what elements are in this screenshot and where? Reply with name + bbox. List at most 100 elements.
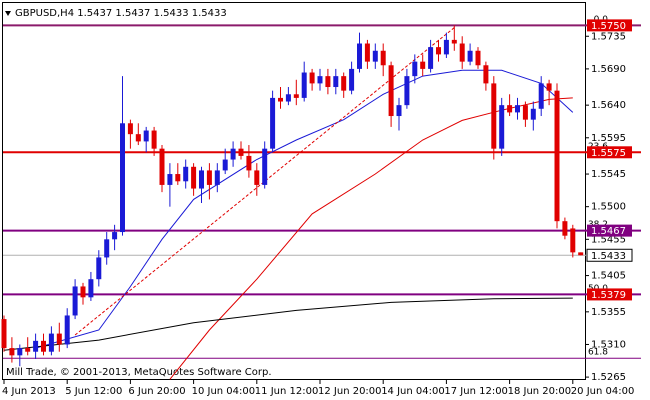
menu-triangle[interactable] (5, 11, 11, 16)
fib-level-label: 61.8 (588, 348, 608, 358)
candle-body (254, 170, 260, 185)
candle-body (270, 97, 276, 149)
candle-body (538, 83, 544, 109)
x-tick-label: 17 Jun 12:00 (444, 386, 508, 397)
candle-body (451, 39, 457, 44)
candle-body (467, 50, 473, 62)
candle-body (578, 252, 584, 256)
y-tick-label: 1.5640 (591, 100, 626, 111)
candle-body (372, 50, 378, 62)
price-box (587, 146, 632, 159)
x-tick-label: 18 Jun 20:00 (508, 386, 572, 397)
candle-body (222, 159, 228, 171)
candle-body (388, 65, 394, 117)
candle-body (333, 76, 339, 88)
x-tick-label: 4 Jun 2013 (2, 386, 56, 397)
price-box-label: 1.5750 (591, 21, 626, 32)
candle-body (404, 76, 410, 106)
candle-body (41, 340, 46, 352)
x-tick-label: 5 Jun 12:00 (65, 386, 122, 397)
current-price-box (586, 248, 633, 262)
candle-body (262, 148, 268, 185)
candle-body (530, 108, 536, 120)
candle-body (9, 348, 15, 356)
candle-body (191, 166, 197, 189)
price-box-label: 1.5467 (591, 226, 626, 237)
candle-body (459, 43, 465, 62)
candle-body (48, 333, 54, 352)
candle-body (104, 239, 110, 258)
y-tick-label: 1.5310 (591, 339, 626, 350)
candle-body (238, 148, 244, 156)
candle-body (570, 228, 576, 253)
candle-body (475, 50, 481, 66)
candle-body (317, 76, 323, 84)
chart-title: GBPUSD,H4 1.5437 1.5437 1.5433 1.5433 (15, 8, 227, 19)
candle-body (357, 43, 362, 69)
candle-body (522, 105, 528, 120)
candle-body (72, 286, 78, 316)
x-tick-label: 20 Jun 04:00 (571, 386, 635, 397)
candle-body (436, 47, 441, 55)
y-tick-label: 1.5735 (591, 31, 626, 42)
candle-body (199, 170, 204, 189)
x-tick-label: 6 Jun 20:00 (128, 386, 185, 397)
candle-body (80, 286, 86, 298)
y-tick-label: 1.5455 (591, 234, 626, 245)
candle-body (483, 65, 489, 84)
plot-frame (2, 2, 586, 380)
y-tick-label: 1.5405 (591, 271, 626, 282)
candle-body (443, 39, 449, 55)
candle-body (120, 123, 125, 233)
price-box (587, 224, 632, 237)
candle-body (206, 170, 212, 185)
candle-body (546, 83, 552, 91)
candle-body (428, 47, 434, 69)
price-box-label: 1.5379 (591, 290, 626, 301)
candle-body (159, 148, 165, 185)
candle-body (127, 123, 133, 135)
candle-body (96, 257, 102, 280)
x-tick-label: 11 Jun 12:00 (255, 386, 319, 397)
candle-body (167, 174, 173, 185)
y-tick-label: 1.5355 (591, 307, 626, 318)
price-box (587, 19, 632, 32)
candle-body (112, 232, 118, 240)
x-tick-label: 14 Jun 04:00 (381, 386, 445, 397)
candle-body (554, 90, 560, 222)
candle-body (380, 50, 386, 66)
y-tick-label: 1.5690 (591, 64, 626, 75)
y-tick-label: 1.5500 (591, 202, 626, 213)
y-tick-label: 1.5265 (591, 372, 626, 383)
candle-body (499, 105, 505, 149)
candle-body (301, 72, 307, 98)
candle-body (151, 130, 157, 149)
candle-body (515, 105, 520, 113)
candle-body (309, 72, 315, 84)
price-box (587, 288, 632, 301)
x-tick-label: 12 Jun 20:00 (318, 386, 382, 397)
candle-body (396, 105, 402, 117)
candle-body (412, 61, 418, 77)
candle-body (33, 340, 39, 352)
candle-body (349, 68, 355, 91)
candle-body (491, 83, 497, 149)
footer: Mill Trade, © 2001-2013, MetaQuotes Soft… (6, 367, 272, 378)
moving-average (3, 297, 573, 351)
x-tick-label: 10 Jun 04:00 (192, 386, 256, 397)
candle-body (230, 148, 236, 160)
candle-body (420, 61, 426, 69)
candle-body (325, 76, 331, 88)
y-tick-label: 1.5545 (591, 169, 626, 180)
candle-body (285, 94, 291, 102)
y-tick-label: 1.5595 (591, 133, 626, 144)
candle-body (293, 94, 299, 98)
candle-body (135, 134, 141, 142)
candle-body (214, 170, 220, 185)
candle-body (143, 130, 149, 142)
candle-body (562, 221, 568, 236)
candle-body (246, 155, 252, 171)
candle-body (364, 43, 370, 62)
